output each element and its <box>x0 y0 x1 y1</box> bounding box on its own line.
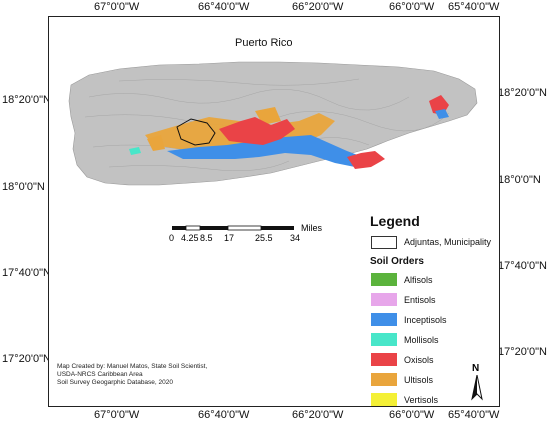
lat-tick-right: 18°20'0"N <box>498 87 547 99</box>
scale-label: 8.5 <box>200 233 213 243</box>
legend-label-vertisols: Vertisols <box>404 395 439 405</box>
lat-tick-right: 17°20'0"N <box>498 346 547 358</box>
lon-tick-top: 67°0'0"W <box>94 1 140 13</box>
legend-label-ultisols: Ultisols <box>404 375 434 385</box>
lat-tick-right: 17°40'0"N <box>498 260 547 272</box>
inceptisols-area <box>167 135 363 167</box>
ultisols-area-3 <box>147 135 165 151</box>
lon-tick-top: 66°0'0"W <box>389 1 435 13</box>
map-frame: Puerto Rico Miles 0 4.25 8.5 17 25.5 34 … <box>48 16 500 407</box>
credits-line: Map Created by: Manuel Matos, State Soil… <box>57 363 208 370</box>
lon-tick-bottom: 66°0'0"W <box>389 409 435 421</box>
legend-swatch-oxisols <box>371 353 397 366</box>
lon-tick-top: 66°20'0"W <box>292 1 344 13</box>
legend-label-oxisols: Oxisols <box>404 355 434 365</box>
lon-tick-bottom: 66°40'0"W <box>198 409 250 421</box>
scale-label: 4.25 <box>181 233 199 243</box>
legend-swatch-entisols <box>371 293 397 306</box>
scale-bar-graphic <box>172 225 294 231</box>
scale-label: 17 <box>224 233 235 243</box>
municipality-swatch <box>371 236 397 249</box>
scale-label: 34 <box>290 233 301 243</box>
oxisols-area-2 <box>347 151 385 169</box>
scale-unit: Miles <box>301 223 323 233</box>
island-shape <box>68 61 478 186</box>
credits-line: USDA-NRCS Caribbean Area <box>57 371 143 378</box>
map-canvas <box>68 61 478 186</box>
legend-swatch-alfisols <box>371 273 397 286</box>
soil-orders-title: Soil Orders <box>370 256 424 267</box>
mollisols-area <box>129 147 141 155</box>
legend-label-entisols: Entisols <box>404 295 436 305</box>
legend-title: Legend <box>370 213 420 229</box>
legend-swatch-inceptisols <box>371 313 397 326</box>
scale-label: 0 <box>169 233 175 243</box>
lon-tick-bottom: 66°20'0"W <box>292 409 344 421</box>
lon-tick-top: 66°40'0"W <box>198 1 250 13</box>
oxisols-area <box>219 117 295 145</box>
scale-bar: Miles 0 4.25 8.5 17 25.5 34 <box>169 223 379 248</box>
north-arrow-icon: N <box>467 363 487 401</box>
lon-tick-top: 65°40'0"W <box>448 1 500 13</box>
credits-line: Soil Survey Geogarphic Database, 2020 <box>57 379 173 386</box>
lat-tick-left: 17°40'0"N <box>2 267 51 279</box>
legend-label-inceptisols: Inceptisols <box>404 315 447 325</box>
legend-swatch-ultisols <box>371 373 397 386</box>
municipality-label: Adjuntas, Municipality <box>404 237 492 247</box>
adjuntas-outline <box>176 118 216 146</box>
legend-swatch-mollisols <box>371 333 397 346</box>
lat-tick-right: 18°0'0"N <box>498 174 541 186</box>
map-credits: Map Created by: Manuel Matos, State Soil… <box>57 363 207 387</box>
scale-label: 25.5 <box>255 233 273 243</box>
map-title: Puerto Rico <box>235 37 293 49</box>
soil-layer <box>129 95 449 169</box>
lat-tick-left: 18°20'0"N <box>2 94 51 106</box>
lat-tick-left: 17°20'0"N <box>2 353 51 365</box>
legend-swatch-vertisols <box>371 393 397 406</box>
lat-tick-left: 18°0'0"N <box>2 181 45 193</box>
legend: Legend Adjuntas, Municipality Soil Order… <box>367 213 499 406</box>
lon-tick-bottom: 67°0'0"W <box>94 409 140 421</box>
inceptisols-area-2 <box>435 109 449 119</box>
legend-label-mollisols: Mollisols <box>404 335 439 345</box>
north-label: N <box>472 363 480 374</box>
lon-tick-bottom: 65°40'0"W <box>448 409 500 421</box>
legend-label-alfisols: Alfisols <box>404 275 433 285</box>
